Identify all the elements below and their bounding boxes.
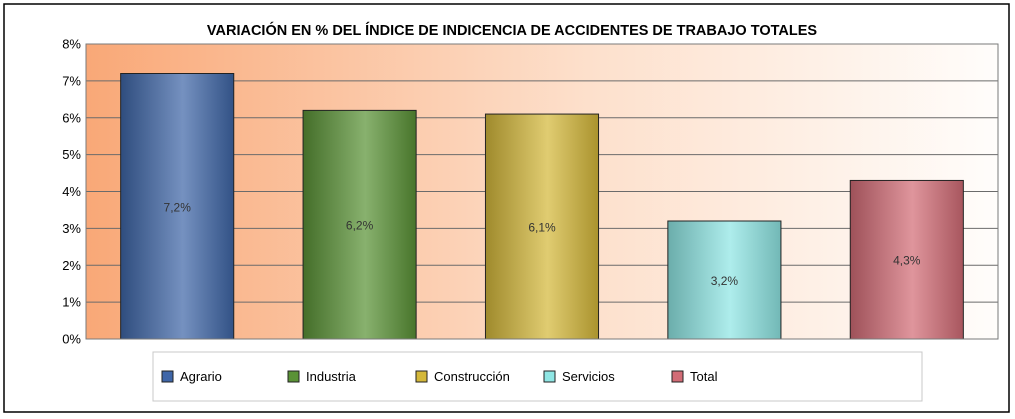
bar-agrario [120, 73, 235, 340]
legend-label: Construcción [434, 369, 510, 384]
legend-box [152, 351, 923, 402]
legend-swatch [415, 370, 428, 383]
y-axis-ticks: 0% 1% 2% 3% 4% 5% 6% 7% 8% [62, 37, 81, 347]
data-label: 4,3% [893, 254, 921, 268]
plot-border [85, 43, 999, 340]
legend-swatch [671, 370, 684, 383]
bar-total [849, 179, 964, 340]
data-labels: 7,2% 6,2% 6,1% 3,2% 4,3% [164, 200, 921, 288]
y-tick-label: 7% [62, 73, 81, 88]
y-tick-label: 3% [62, 221, 81, 236]
data-label: 7,2% [164, 200, 192, 214]
data-label: 6,1% [528, 221, 556, 235]
data-label: 3,2% [711, 274, 739, 288]
chart-title: VARIACIÓN EN % DEL ÍNDICE DE INDICENCIA … [207, 21, 817, 39]
legend-swatch [287, 370, 300, 383]
legend-label: Industria [306, 369, 357, 384]
y-tick-label: 6% [62, 110, 81, 125]
legend-swatch [161, 370, 174, 383]
legend-label: Servicios [562, 369, 615, 384]
legend: Agrario Industria Construcción Servicios Tot… [152, 351, 923, 402]
legend-swatch [543, 370, 556, 383]
bar-construcción [484, 113, 600, 340]
legend-label: Agrario [180, 369, 222, 384]
y-tick-label: 0% [62, 332, 81, 347]
y-tick-label: 5% [62, 147, 81, 162]
bar-servicios [667, 220, 782, 340]
y-tick-label: 4% [62, 184, 81, 199]
y-tick-label: 2% [62, 258, 81, 273]
data-label: 6,2% [346, 219, 374, 233]
y-tick-label: 1% [62, 295, 81, 310]
y-tick-label: 8% [62, 37, 81, 52]
legend-label: Total [690, 369, 718, 384]
